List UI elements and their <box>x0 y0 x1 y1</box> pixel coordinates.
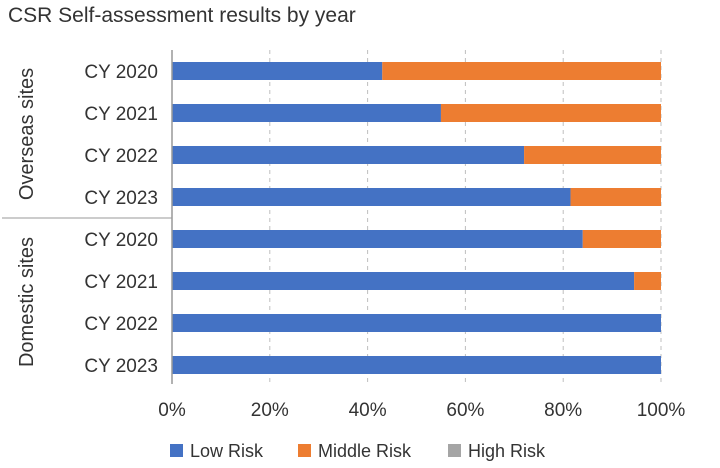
bar-segment <box>382 62 661 80</box>
category-label: CY 2023 <box>84 188 158 209</box>
chart-title: CSR Self-assessment results by year <box>8 4 356 27</box>
x-tick-labels: 0% 20% 40% 60% 80% 100% <box>158 400 685 421</box>
group-label: Domestic sites <box>16 237 38 367</box>
x-tick-label: 40% <box>349 400 387 421</box>
bar-segment <box>172 146 525 164</box>
x-tick-label: 20% <box>251 400 289 421</box>
x-tick-label: 80% <box>544 400 582 421</box>
bar-segment <box>634 272 661 290</box>
bar-segment <box>582 230 661 248</box>
bars <box>172 62 661 374</box>
group-label: Overseas sites <box>16 68 38 200</box>
legend: Low Risk Middle Risk High Risk <box>170 441 546 461</box>
x-tick-label: 60% <box>446 400 484 421</box>
grid-lines <box>269 50 662 384</box>
category-label: CY 2021 <box>84 272 158 293</box>
x-tick-label: 100% <box>637 400 686 421</box>
bar-segment <box>440 104 661 122</box>
legend-label: High Risk <box>468 441 546 461</box>
bar-segment <box>524 146 661 164</box>
category-labels: CY 2020 CY 2021 CY 2022 CY 2023 CY 2020 CY 20… <box>16 62 158 377</box>
axes <box>2 50 173 384</box>
category-label: CY 2021 <box>84 104 158 125</box>
bar-segment <box>172 272 635 290</box>
legend-swatch <box>170 444 183 457</box>
bar-segment <box>172 356 661 374</box>
x-tick-label: 0% <box>158 400 186 421</box>
legend-swatch <box>298 444 311 457</box>
legend-label: Middle Risk <box>318 441 412 461</box>
category-label: CY 2023 <box>84 356 158 377</box>
bar-segment <box>172 62 383 80</box>
bar-segment <box>172 314 661 332</box>
bar-segment <box>172 188 571 206</box>
category-label: CY 2022 <box>84 146 158 167</box>
legend-label: Low Risk <box>190 441 264 461</box>
category-label: CY 2020 <box>84 62 158 83</box>
bar-segment <box>172 230 583 248</box>
category-label: CY 2022 <box>84 314 158 335</box>
bar-segment <box>570 188 661 206</box>
category-label: CY 2020 <box>84 230 158 251</box>
bar-segment <box>172 104 441 122</box>
legend-swatch <box>448 444 461 457</box>
